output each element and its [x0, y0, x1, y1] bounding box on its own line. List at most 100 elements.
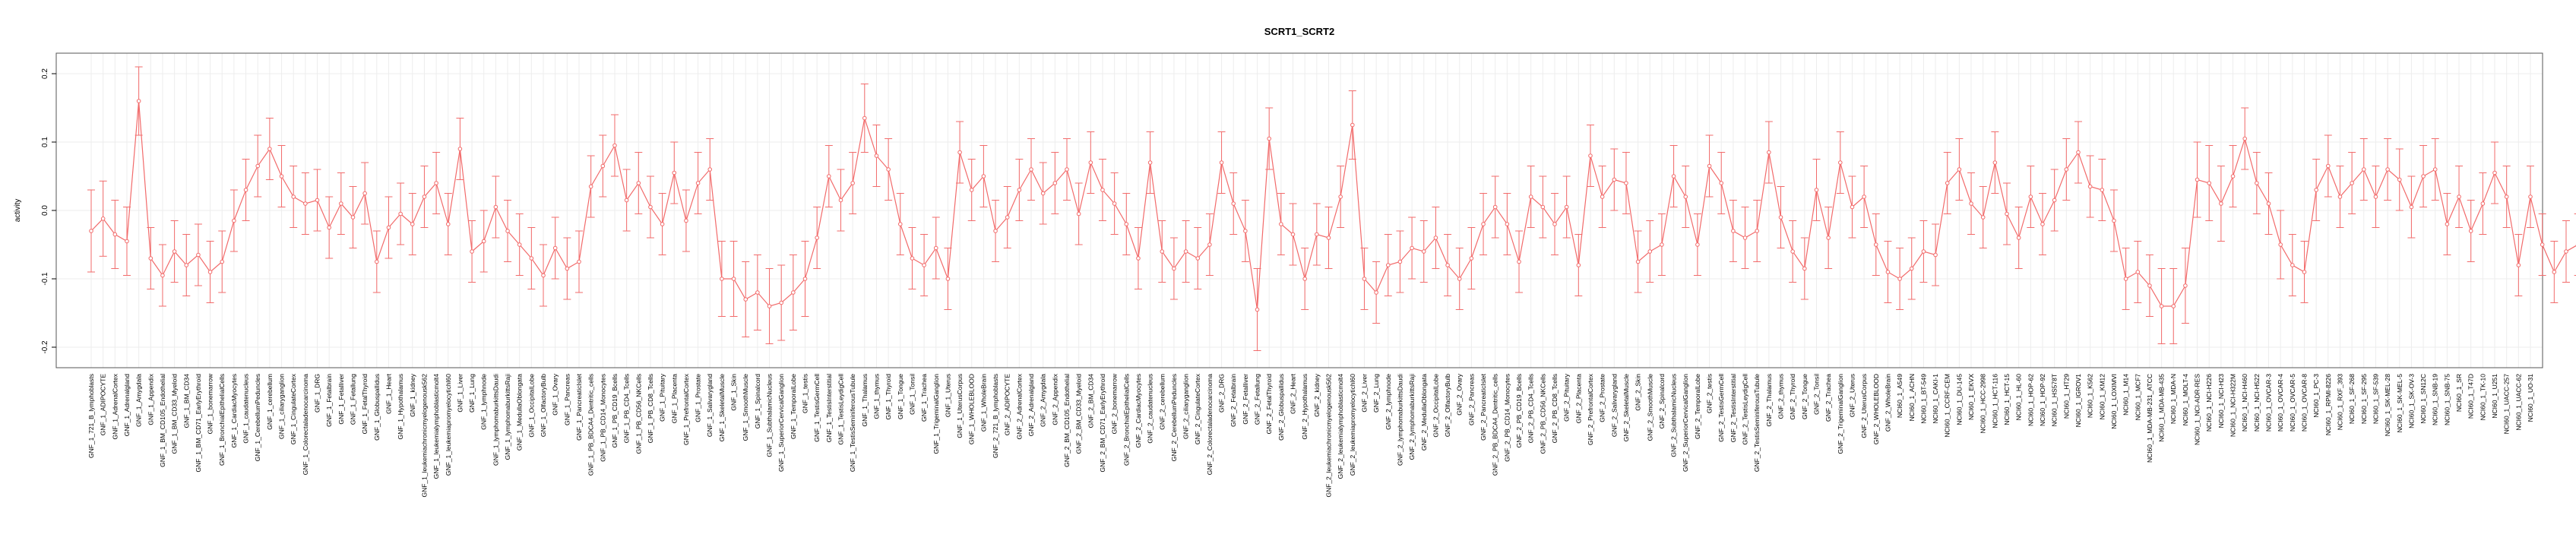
data-point — [2147, 283, 2152, 288]
data-point — [2302, 270, 2307, 274]
data-point — [2326, 163, 2331, 169]
data-point — [1243, 229, 1248, 233]
x-tick-label: GNF_1_Placenta — [670, 374, 678, 423]
data-point — [815, 236, 819, 240]
x-tick-label: GNF_1_BM_CD71_EarlyErythroid — [195, 374, 202, 473]
data-point — [1338, 194, 1343, 199]
x-tick-label: NCI60_1_T47D — [2467, 374, 2475, 419]
x-tick-label: NCI60_1_SNB-19 — [2432, 374, 2439, 425]
x-tick-label: NCI60_1_MCF7 — [2134, 374, 2141, 421]
data-point — [2409, 204, 2414, 210]
x-tick-label: NCI60_1_RXF_393 — [2336, 374, 2343, 430]
data-point — [2421, 174, 2426, 179]
data-point — [2492, 170, 2497, 175]
data-point — [720, 277, 724, 281]
x-tick-label: NCI60_1_A549 — [1896, 374, 1904, 418]
x-tick-label: GNF_1_BM_CD33_Myeloid — [171, 374, 179, 454]
x-tick-label: NCI60_1_SK-OV-3 — [2407, 374, 2415, 428]
data-point — [386, 225, 391, 230]
data-point — [1862, 194, 1866, 199]
data-point — [612, 143, 617, 148]
data-point — [2278, 242, 2283, 247]
data-point — [1040, 191, 1046, 196]
data-point — [1421, 249, 1426, 254]
data-point — [89, 229, 93, 233]
x-tick-label: GNF_1_TrigeminalGanglion — [932, 374, 940, 454]
data-point — [1695, 242, 1700, 247]
x-tick-label: GNF_1_lymphnode — [480, 374, 488, 430]
data-point — [2028, 194, 2033, 199]
data-point — [470, 249, 474, 254]
x-tick-label: GNF_2_721_B_lymphoblasts — [992, 374, 999, 458]
x-tick-label: GNF_2_Colorectaladenocarcinoma — [1206, 374, 1214, 476]
x-tick-label: NCI60_1_K562 — [2087, 374, 2094, 418]
x-tick-label: GNF_2_Prostate — [1599, 374, 1606, 422]
data-point — [684, 218, 688, 223]
data-point — [160, 273, 165, 278]
data-point — [267, 147, 272, 151]
x-tick-label: GNF_1_DRG — [314, 374, 321, 413]
data-point — [1492, 204, 1498, 210]
x-tick-label: GNF_1_PB_CD4_Tcells — [623, 374, 631, 443]
data-point — [1076, 211, 1081, 217]
x-tick-label: GNF_1_PB_CD56_NKCells — [635, 374, 642, 454]
x-tick-label: GNF_2_leukemiapromyelocytichl60 — [1349, 374, 1356, 476]
x-tick-label: GNF_2_Heart — [1290, 373, 1297, 414]
x-tick-label: NCI60_1_LOXIMVI — [2110, 374, 2118, 429]
data-point — [1124, 222, 1129, 226]
x-tick-label: GNF_1_WholeBrain — [979, 374, 987, 432]
x-tick-label: GNF_1_BronchialEpithelialCells — [218, 374, 226, 466]
x-tick-label: NCI60_1_HCT-15 — [2003, 374, 2011, 425]
x-tick-label: GNF_2_TestisInterstitial — [1729, 374, 1737, 442]
x-tick-label: GNF_2_Placenta — [1574, 374, 1582, 423]
data-point — [1552, 222, 1557, 226]
x-tick-label: NCI60_1_SF-539 — [2372, 374, 2379, 424]
data-point — [207, 270, 213, 274]
x-tick-label: GNF_1_lymphomaburkittsRaji — [504, 374, 511, 460]
x-tick-label: GNF_1_lymphomaburkittsDaudi — [492, 374, 499, 466]
x-tick-label: NCI60_1_MDA-MB-231_ATCC — [2146, 374, 2154, 463]
data-point — [672, 170, 677, 175]
data-point — [136, 99, 141, 103]
x-tick-label: GNF_1_Fetalliver — [337, 374, 345, 425]
data-point — [1576, 263, 1581, 267]
data-point — [1767, 150, 1771, 155]
error-bars — [87, 66, 2576, 351]
x-tick-label: GNF_2_cerebellum — [1158, 374, 1166, 430]
data-point — [1957, 167, 1962, 172]
x-tick-label: GNF_2_BM_CD71_EarlyErythroid — [1099, 374, 1106, 473]
x-tick-label: GNF_1_PancreaticIslet — [575, 373, 583, 441]
x-tick-label: GNF_2_Fetallung — [1254, 374, 1261, 425]
data-point — [552, 245, 558, 251]
data-point — [1231, 201, 1236, 206]
data-point — [1195, 256, 1201, 261]
x-tick-label: NCI60_1_TK-10 — [2479, 374, 2486, 421]
x-tick-label: NCI60_1_NCI-H460 — [2241, 374, 2248, 432]
x-tick-label: NCI60_1_NCI-ADR-RES — [2194, 374, 2201, 445]
data-point — [541, 273, 546, 278]
data-point — [375, 259, 379, 264]
x-tick-label: GNF_2_AdrenalCortex — [1015, 373, 1023, 439]
data-point — [981, 174, 986, 179]
data-point — [1635, 259, 1641, 264]
x-tick-label: GNF_1_CardiacMyocytes — [230, 374, 238, 447]
data-point — [255, 163, 261, 169]
data-point — [1933, 252, 1938, 258]
x-tick-label: GNF_2_Fetalbrain — [1229, 374, 1237, 427]
x-tick-label: GNF_2_Uterus — [1848, 374, 1856, 417]
data-point — [1374, 290, 1378, 295]
data-point — [660, 222, 665, 226]
x-tick-label: NCI60_1_HOP-62 — [2027, 374, 2034, 426]
data-point — [125, 239, 129, 244]
x-tick-label: GNF_2_PB_CD56_NKCells — [1539, 374, 1546, 454]
data-point — [624, 198, 629, 203]
x-tick-label: GNF_1_Pituitary — [659, 373, 666, 422]
data-point — [1255, 307, 1260, 312]
data-point — [2255, 181, 2259, 185]
data-point — [1100, 188, 1105, 192]
x-tick-label: GNF_2_Hypothalamus — [1301, 374, 1309, 439]
data-point — [2005, 211, 2009, 217]
data-point — [445, 222, 451, 226]
data-point — [1005, 215, 1010, 220]
